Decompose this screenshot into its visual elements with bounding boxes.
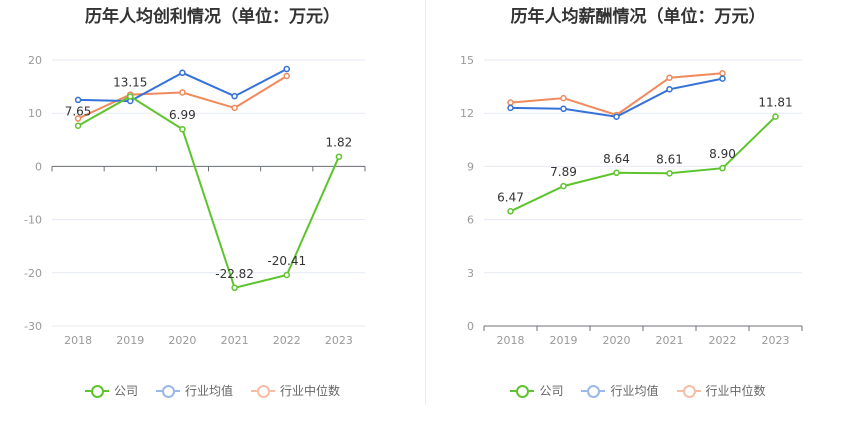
data-point-industry-avg-2018 bbox=[74, 96, 82, 104]
x-tick-label: 2018 bbox=[64, 334, 92, 347]
x-tick-label: 2018 bbox=[497, 334, 525, 347]
data-point-company-2018 bbox=[74, 122, 82, 129]
data-label-2021: -22.82 bbox=[215, 267, 254, 281]
x-tick-label: 2022 bbox=[273, 334, 301, 347]
salary-per-capita-chart-panel: 历年人均薪酬情况（单位：万元） 0 3 6 9 12 15 2018 2019 2020 2021… bbox=[426, 0, 850, 437]
y-tick-label: 15 bbox=[460, 54, 474, 67]
legend-industry-median-marker-icon bbox=[676, 384, 701, 398]
y-tick-label: -20 bbox=[24, 267, 42, 280]
chart-legend: 公司 行业均值 行业中位数 bbox=[0, 382, 425, 399]
data-point-company-2019 bbox=[560, 182, 567, 190]
legend-item-industry-avg[interactable]: 行业均值 bbox=[581, 382, 659, 399]
data-label-2021: 8.61 bbox=[656, 152, 683, 166]
data-point-company-2023 bbox=[335, 153, 343, 160]
data-point-industry-median-2020 bbox=[179, 89, 186, 96]
legend-label-company: 公司 bbox=[539, 384, 564, 398]
legend-label-industry-avg: 行业均值 bbox=[184, 384, 233, 398]
data-label-2020: 6.99 bbox=[169, 108, 196, 122]
profit-per-capita-chart: -30 -20 -10 0 10 20 2018 2019 2020 2021 2022 2023 7.… bbox=[24, 54, 366, 347]
data-point-company-2021 bbox=[666, 170, 673, 177]
legend-industry-avg-marker-icon bbox=[155, 384, 180, 398]
x-tick-label: 2023 bbox=[325, 334, 353, 347]
data-point-industry-median-2018 bbox=[507, 99, 514, 106]
y-tick-label: 9 bbox=[467, 160, 474, 173]
panel-divider bbox=[425, 0, 426, 405]
legend-industry-median-marker-icon bbox=[251, 384, 275, 398]
data-point-industry-median-2022 bbox=[283, 72, 290, 80]
chart-legend: 公司 行业均值 行业中位数 bbox=[426, 382, 850, 399]
legend-label-industry-median: 行业中位数 bbox=[280, 384, 341, 398]
data-point-industry-avg-2020 bbox=[179, 69, 186, 77]
x-tick-label: 2019 bbox=[550, 334, 578, 347]
data-point-company-2020 bbox=[613, 169, 620, 177]
data-point-industry-median-2022 bbox=[719, 70, 726, 77]
legend-industry-avg-marker-icon bbox=[581, 384, 606, 398]
data-point-industry-avg-2022 bbox=[283, 65, 290, 73]
legend-company-marker-icon bbox=[510, 384, 535, 398]
data-point-industry-avg-2022 bbox=[719, 75, 726, 82]
data-label-2020: 8.64 bbox=[603, 152, 630, 166]
y-tick-label: 0 bbox=[35, 160, 42, 173]
data-point-company-2023 bbox=[772, 113, 779, 120]
data-point-company-2020 bbox=[179, 125, 186, 133]
y-tick-label: 0 bbox=[467, 320, 474, 333]
data-label-2018: 7.65 bbox=[65, 105, 92, 119]
data-label-2019: 7.89 bbox=[550, 165, 577, 179]
legend-item-company[interactable]: 公司 bbox=[84, 382, 138, 399]
salary-per-capita-chart: 0 3 6 9 12 15 2018 2019 2020 2021 2022 2023 6.47 7.89… bbox=[460, 54, 803, 347]
y-tick-label: 10 bbox=[28, 107, 42, 120]
data-label-2019: 13.15 bbox=[113, 75, 147, 89]
y-tick-label: 3 bbox=[467, 267, 474, 280]
data-point-industry-avg-2021 bbox=[666, 86, 673, 93]
data-point-industry-avg-2020 bbox=[613, 113, 620, 120]
data-point-industry-avg-2018 bbox=[507, 104, 514, 112]
data-label-2022: 8.90 bbox=[709, 147, 736, 161]
x-tick-label: 2020 bbox=[168, 334, 196, 347]
data-label-2023: 1.82 bbox=[326, 136, 353, 150]
legend-label-industry-avg: 行业均值 bbox=[610, 384, 659, 398]
y-tick-label: -10 bbox=[24, 214, 42, 227]
profit-per-capita-chart-panel: 历年人均创利情况（单位：万元） -30 -20 -10 0 10 20 2018 2019 20… bbox=[0, 7, 425, 399]
series-line-company bbox=[510, 115, 777, 213]
chart-title: 历年人均创利情况（单位：万元） bbox=[85, 7, 340, 27]
data-point-industry-median-2021 bbox=[666, 74, 673, 81]
series-line-industry-avg bbox=[510, 77, 723, 118]
data-point-industry-median-2021 bbox=[231, 104, 238, 112]
legend-item-company[interactable]: 公司 bbox=[510, 382, 563, 399]
x-tick-label: 2021 bbox=[221, 334, 249, 347]
data-point-company-2021 bbox=[231, 284, 238, 292]
data-point-company-2018 bbox=[507, 208, 514, 215]
y-tick-label: 20 bbox=[28, 54, 42, 67]
data-point-industry-avg-2019 bbox=[560, 105, 567, 113]
data-point-company-2022 bbox=[719, 164, 726, 172]
legend-company-marker-icon bbox=[84, 384, 109, 398]
data-point-industry-median-2018 bbox=[74, 115, 82, 122]
x-tick-label: 2020 bbox=[603, 334, 631, 347]
x-tick-label: 2023 bbox=[762, 334, 790, 347]
x-tick-label: 2022 bbox=[709, 334, 737, 347]
legend-item-industry-median[interactable]: 行业中位数 bbox=[251, 382, 340, 399]
data-point-company-2022 bbox=[283, 271, 290, 279]
y-tick-label: 12 bbox=[460, 107, 474, 120]
x-tick-label: 2019 bbox=[116, 334, 144, 347]
x-tick-label: 2021 bbox=[656, 334, 684, 347]
data-label-2022: -20.41 bbox=[267, 254, 306, 268]
y-tick-label: -30 bbox=[24, 320, 42, 333]
chart-title: 历年人均薪酬情况（单位：万元） bbox=[510, 7, 766, 27]
legend-label-industry-median: 行业中位数 bbox=[705, 384, 766, 398]
data-label-2023: 11.81 bbox=[758, 96, 792, 110]
legend-item-industry-avg[interactable]: 行业均值 bbox=[155, 382, 233, 399]
legend-label-company: 公司 bbox=[113, 384, 138, 398]
series-line-company bbox=[77, 95, 340, 289]
data-point-industry-avg-2021 bbox=[231, 92, 238, 100]
data-point-company-2019 bbox=[127, 93, 134, 100]
data-label-2018: 6.47 bbox=[497, 190, 524, 204]
y-tick-label: 6 bbox=[467, 214, 474, 227]
legend-item-industry-median[interactable]: 行业中位数 bbox=[676, 382, 766, 399]
data-point-industry-median-2019 bbox=[560, 94, 567, 102]
